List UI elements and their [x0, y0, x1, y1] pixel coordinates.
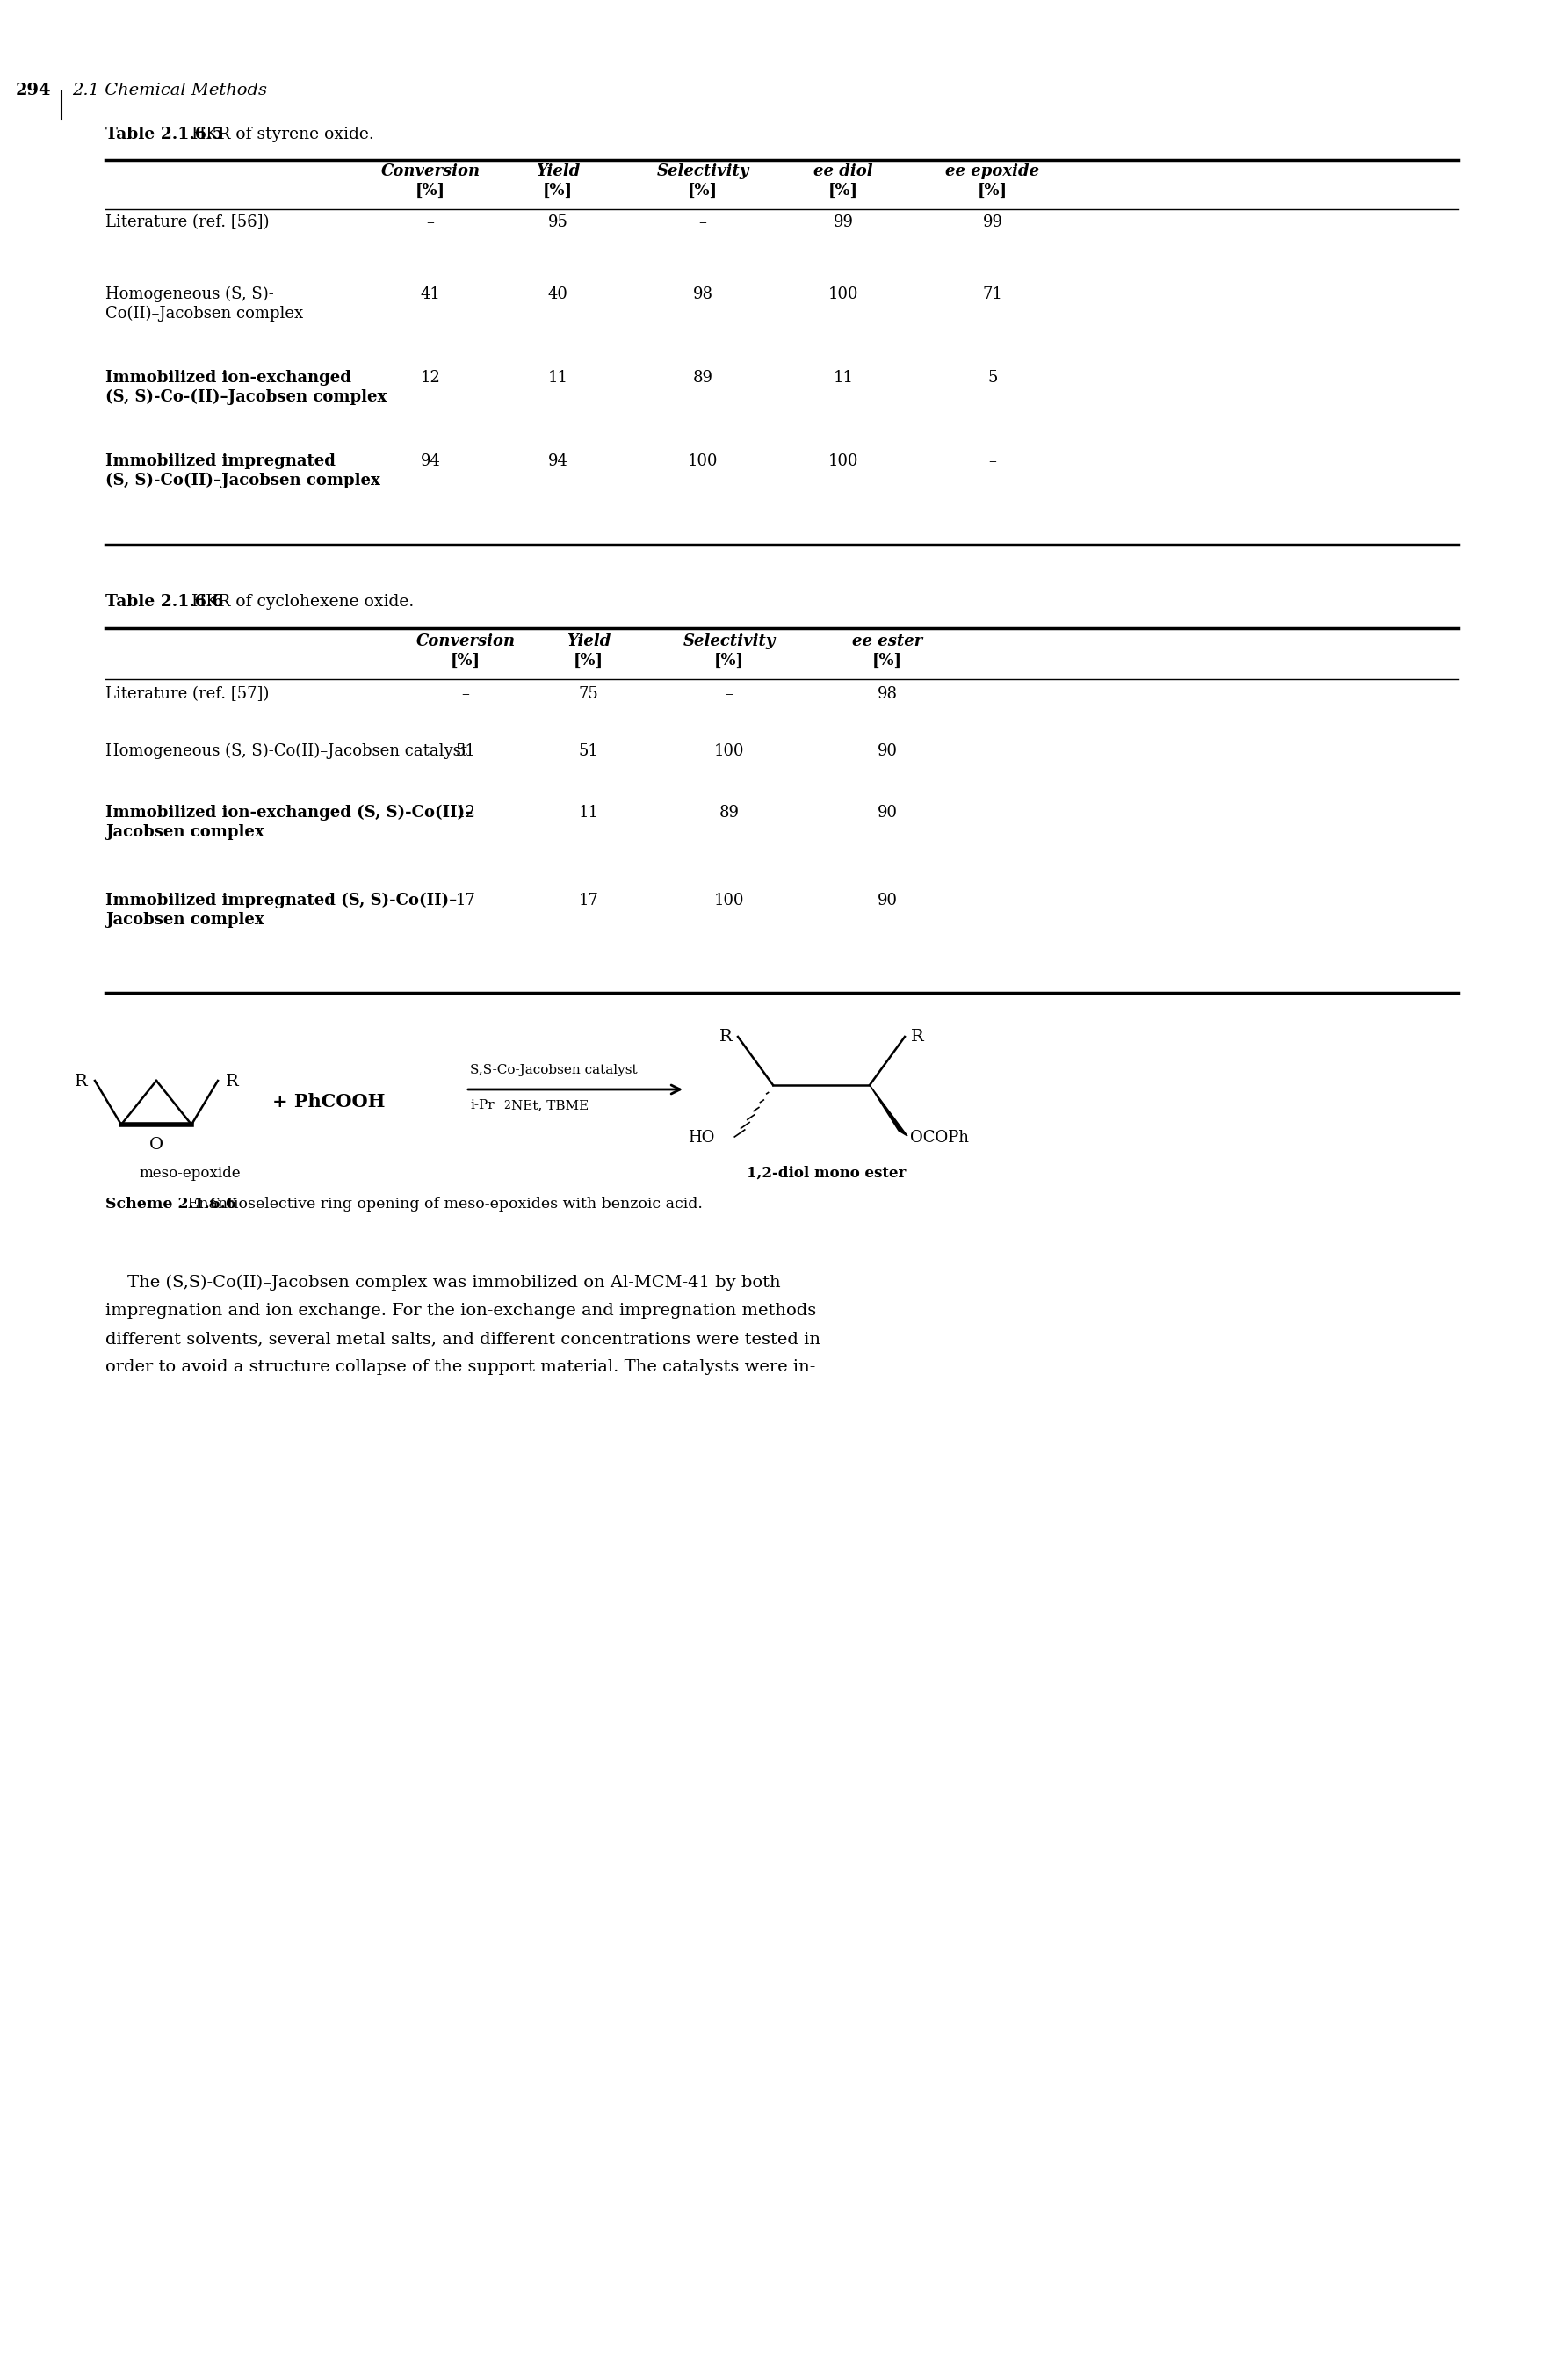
Text: Jacobsen complex: Jacobsen complex [105, 913, 263, 927]
Text: + PhCOOH: + PhCOOH [273, 1092, 386, 1111]
Text: 98: 98 [693, 285, 713, 302]
Text: 41: 41 [420, 285, 441, 302]
Text: Selectivity: Selectivity [657, 163, 750, 179]
Text: Selectivity: Selectivity [682, 635, 776, 649]
Text: HKR of cyclohexene oxide.: HKR of cyclohexene oxide. [187, 594, 414, 609]
Text: 94: 94 [547, 453, 568, 469]
Text: 90: 90 [877, 743, 897, 760]
Text: Table 2.1.6.6: Table 2.1.6.6 [105, 594, 224, 609]
Text: [%]: [%] [450, 653, 480, 668]
Text: [%]: [%] [688, 182, 718, 198]
Text: –: – [461, 686, 469, 703]
Text: [%]: [%] [872, 653, 902, 668]
Text: 90: 90 [877, 804, 897, 821]
Text: different solvents, several metal salts, and different concentrations were teste: different solvents, several metal salts,… [105, 1330, 820, 1347]
Text: –: – [699, 215, 707, 231]
Text: 2.1 Chemical Methods: 2.1 Chemical Methods [72, 83, 267, 99]
Text: R: R [226, 1073, 238, 1090]
Text: 90: 90 [877, 892, 897, 908]
Text: Literature (ref. [56]): Literature (ref. [56]) [105, 215, 270, 231]
Text: The (S,S)-Co(II)–Jacobsen complex was immobilized on Al-MCM-41 by both: The (S,S)-Co(II)–Jacobsen complex was im… [105, 1274, 781, 1290]
Text: –: – [989, 453, 997, 469]
Text: 100: 100 [713, 743, 745, 760]
Text: 100: 100 [713, 892, 745, 908]
Text: 100: 100 [828, 285, 858, 302]
Text: Immobilized ion-exchanged (S, S)-Co(II)–: Immobilized ion-exchanged (S, S)-Co(II)– [105, 804, 474, 821]
Text: Co(II)–Jacobsen complex: Co(II)–Jacobsen complex [105, 307, 303, 321]
Text: Immobilized impregnated (S, S)-Co(II)–: Immobilized impregnated (S, S)-Co(II)– [105, 892, 456, 908]
Text: NEt, TBME: NEt, TBME [511, 1099, 588, 1111]
Text: Homogeneous (S, S)-Co(II)–Jacobsen catalyst: Homogeneous (S, S)-Co(II)–Jacobsen catal… [105, 743, 467, 760]
Text: ee diol: ee diol [814, 163, 873, 179]
Text: Jacobsen complex: Jacobsen complex [105, 823, 263, 840]
Text: 89: 89 [720, 804, 739, 821]
Text: 98: 98 [877, 686, 897, 703]
Text: 17: 17 [579, 892, 599, 908]
Text: 1,2-diol mono ester: 1,2-diol mono ester [746, 1165, 906, 1182]
Text: 5: 5 [988, 370, 997, 387]
Text: 51: 51 [579, 743, 599, 760]
Text: 294: 294 [16, 83, 50, 99]
Text: order to avoid a structure collapse of the support material. The catalysts were : order to avoid a structure collapse of t… [105, 1359, 815, 1375]
Text: Conversion: Conversion [381, 163, 480, 179]
Text: Yield: Yield [566, 635, 610, 649]
Text: 11: 11 [833, 370, 853, 387]
Text: 17: 17 [456, 892, 475, 908]
Polygon shape [870, 1085, 908, 1137]
Text: 11: 11 [579, 804, 599, 821]
Text: 99: 99 [983, 215, 1002, 231]
Text: 40: 40 [547, 285, 568, 302]
Text: 89: 89 [693, 370, 713, 387]
Text: [%]: [%] [416, 182, 445, 198]
Text: impregnation and ion exchange. For the ion-exchange and impregnation methods: impregnation and ion exchange. For the i… [105, 1302, 817, 1319]
Text: Table 2.1.6.5: Table 2.1.6.5 [105, 127, 224, 142]
Text: 2: 2 [503, 1099, 510, 1111]
Text: 100: 100 [828, 453, 858, 469]
Text: 75: 75 [579, 686, 599, 703]
Text: 99: 99 [833, 215, 853, 231]
Text: 95: 95 [547, 215, 568, 231]
Text: 51: 51 [456, 743, 475, 760]
Text: Homogeneous (S, S)-: Homogeneous (S, S)- [105, 285, 274, 302]
Text: 94: 94 [420, 453, 441, 469]
Text: 12: 12 [420, 370, 441, 387]
Text: [%]: [%] [713, 653, 745, 668]
Text: Yield: Yield [536, 163, 580, 179]
Text: HKR of styrene oxide.: HKR of styrene oxide. [187, 127, 375, 142]
Text: OCOPh: OCOPh [909, 1130, 969, 1146]
Text: 12: 12 [456, 804, 475, 821]
Text: O: O [149, 1137, 163, 1154]
Text: meso-epoxide: meso-epoxide [140, 1165, 240, 1182]
Text: (S, S)-Co(II)–Jacobsen complex: (S, S)-Co(II)–Jacobsen complex [105, 472, 379, 488]
Text: [%]: [%] [828, 182, 858, 198]
Text: 11: 11 [547, 370, 568, 387]
Text: ee epoxide: ee epoxide [946, 163, 1040, 179]
Text: (S, S)-Co-(II)–Jacobsen complex: (S, S)-Co-(II)–Jacobsen complex [105, 389, 387, 406]
Text: ee ester: ee ester [851, 635, 922, 649]
Text: HO: HO [688, 1130, 715, 1146]
Text: [%]: [%] [574, 653, 604, 668]
Text: R: R [720, 1029, 732, 1045]
Text: i-Pr: i-Pr [470, 1099, 494, 1111]
Text: Immobilized ion-exchanged: Immobilized ion-exchanged [105, 370, 351, 387]
Text: –: – [724, 686, 732, 703]
Text: [%]: [%] [977, 182, 1008, 198]
Text: Conversion: Conversion [416, 635, 516, 649]
Text: Scheme 2.1.6.6: Scheme 2.1.6.6 [105, 1196, 237, 1213]
Text: S,S-Co-Jacobsen catalyst: S,S-Co-Jacobsen catalyst [470, 1064, 638, 1076]
Text: R: R [911, 1029, 924, 1045]
Text: [%]: [%] [543, 182, 572, 198]
Text: 71: 71 [983, 285, 1002, 302]
Text: Enantioselective ring opening of meso-epoxides with benzoic acid.: Enantioselective ring opening of meso-ep… [183, 1196, 702, 1213]
Text: R: R [74, 1073, 88, 1090]
Text: 100: 100 [688, 453, 718, 469]
Text: Literature (ref. [57]): Literature (ref. [57]) [105, 686, 270, 703]
Text: Immobilized impregnated: Immobilized impregnated [105, 453, 336, 469]
Text: –: – [426, 215, 434, 231]
